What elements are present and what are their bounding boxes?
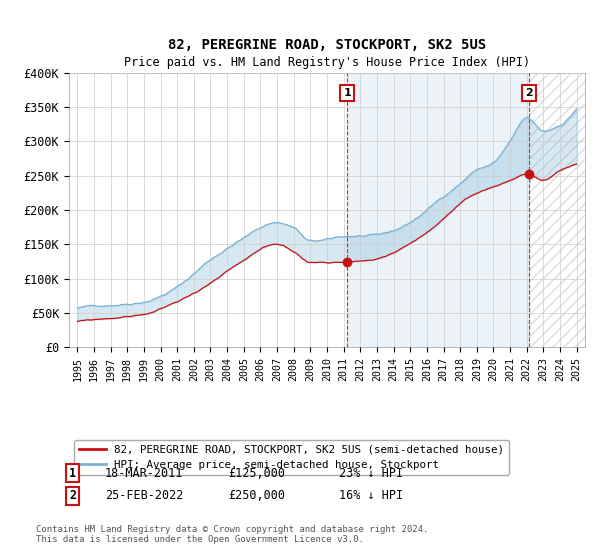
Text: 16% ↓ HPI: 16% ↓ HPI bbox=[339, 489, 403, 502]
Text: 2: 2 bbox=[69, 489, 76, 502]
Bar bbox=[529, 73, 585, 347]
Bar bbox=[347, 73, 529, 347]
Text: 82, PEREGRINE ROAD, STOCKPORT, SK2 5US: 82, PEREGRINE ROAD, STOCKPORT, SK2 5US bbox=[168, 38, 486, 52]
Text: £125,000: £125,000 bbox=[228, 466, 285, 480]
Text: Contains HM Land Registry data © Crown copyright and database right 2024.
This d: Contains HM Land Registry data © Crown c… bbox=[36, 525, 428, 544]
Text: 23% ↓ HPI: 23% ↓ HPI bbox=[339, 466, 403, 480]
Text: 2: 2 bbox=[526, 88, 533, 99]
Legend: 82, PEREGRINE ROAD, STOCKPORT, SK2 5US (semi-detached house), HPI: Average price: 82, PEREGRINE ROAD, STOCKPORT, SK2 5US (… bbox=[74, 440, 509, 474]
Text: 25-FEB-2022: 25-FEB-2022 bbox=[105, 489, 184, 502]
Text: 1: 1 bbox=[69, 466, 76, 480]
Text: 1: 1 bbox=[343, 88, 351, 99]
Text: 18-MAR-2011: 18-MAR-2011 bbox=[105, 466, 184, 480]
Text: £250,000: £250,000 bbox=[228, 489, 285, 502]
Text: Price paid vs. HM Land Registry's House Price Index (HPI): Price paid vs. HM Land Registry's House … bbox=[124, 55, 530, 69]
